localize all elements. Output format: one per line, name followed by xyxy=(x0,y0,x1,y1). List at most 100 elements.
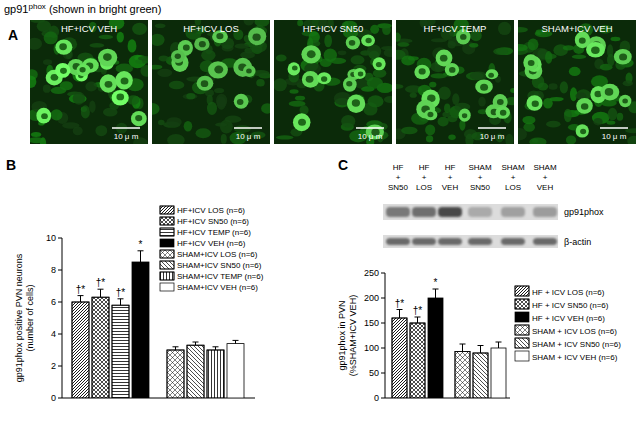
neuropil xyxy=(447,115,457,122)
neuropil xyxy=(570,87,577,101)
bar-hatch xyxy=(92,297,109,398)
neuropil xyxy=(128,39,137,52)
nucleus xyxy=(199,41,206,47)
scale-bar-label: 10 μ m xyxy=(236,132,261,141)
micrograph-bg xyxy=(152,20,270,144)
neuropil xyxy=(545,51,552,64)
legend-swatch xyxy=(515,299,529,309)
lane-label: + xyxy=(478,173,483,182)
nucleus xyxy=(358,72,363,77)
neuropil xyxy=(627,136,636,144)
bar xyxy=(428,298,443,398)
legend-swatch-hatch xyxy=(160,261,174,269)
neuropil xyxy=(338,50,347,55)
legend-label: HF+ICV TEMP (n=6) xyxy=(177,228,251,237)
neuropil xyxy=(324,34,332,47)
neuropil xyxy=(478,97,485,107)
error-bar xyxy=(397,310,403,319)
scale-bar xyxy=(600,127,628,129)
neuropil xyxy=(381,46,392,50)
neuropil xyxy=(452,93,459,105)
neuropil xyxy=(89,43,104,48)
error-cap xyxy=(415,317,421,318)
neuropil xyxy=(85,82,97,92)
nucleus xyxy=(103,53,112,61)
y-tick-label: 4 xyxy=(51,329,56,339)
neuropil xyxy=(608,108,618,121)
micrograph xyxy=(274,20,392,144)
neuropil xyxy=(367,77,383,89)
nucleus xyxy=(376,62,382,67)
annotation: * xyxy=(139,239,143,250)
nucleus xyxy=(60,68,67,74)
neuropil xyxy=(240,51,255,58)
figure: gp91phox (shown in bright green)AHF+ICV … xyxy=(0,0,640,423)
nucleus xyxy=(449,67,455,73)
neuropil xyxy=(426,135,433,142)
neuropil xyxy=(522,116,535,124)
image-label: HF+ICV SN50 xyxy=(303,23,363,34)
neuropil xyxy=(155,24,166,28)
neuropil xyxy=(44,32,58,45)
neuropil xyxy=(95,125,107,136)
neuropil xyxy=(469,43,478,48)
neuropil xyxy=(159,55,169,61)
bar xyxy=(112,305,129,398)
neuropil xyxy=(410,93,417,98)
error-stem xyxy=(462,344,463,352)
error-bar xyxy=(433,289,439,298)
neuropil xyxy=(560,81,568,93)
neuropil xyxy=(215,123,227,127)
neuropil xyxy=(290,89,299,93)
lane-label: + xyxy=(543,173,548,182)
cell xyxy=(526,95,542,111)
nucleus xyxy=(214,66,223,74)
neuropil xyxy=(430,73,446,78)
cell xyxy=(243,65,256,77)
error-bar xyxy=(233,340,239,343)
neuropil xyxy=(563,45,574,50)
neuropil xyxy=(510,88,514,93)
cell xyxy=(373,57,386,70)
legend-label: HF+ICV VEH (n=6) xyxy=(177,239,246,248)
error-bar xyxy=(496,342,502,348)
nucleus xyxy=(306,76,314,83)
lane-label: HF xyxy=(445,163,456,172)
neuropil xyxy=(401,127,417,135)
cell xyxy=(354,68,366,79)
error-bar xyxy=(415,317,421,323)
neuropil xyxy=(167,134,185,144)
neuropil xyxy=(397,42,409,47)
blot-strip xyxy=(383,235,558,248)
cell xyxy=(115,71,133,90)
nucleus xyxy=(346,81,352,86)
lane-label: SHAM xyxy=(468,163,491,172)
lane-label: + xyxy=(511,173,516,182)
bar xyxy=(410,323,425,398)
blot-band xyxy=(438,238,462,245)
y-axis-label: gp91phox in PVN xyxy=(337,300,347,370)
lane-label: SHAM xyxy=(533,163,556,172)
cell xyxy=(495,106,510,119)
title-part: (shown in bright green) xyxy=(46,3,162,15)
bar xyxy=(392,318,407,398)
error-bar xyxy=(138,251,144,262)
bar-hatch xyxy=(167,350,184,398)
nucleus xyxy=(579,38,586,44)
scale-bar xyxy=(478,127,506,129)
bar xyxy=(132,262,149,398)
neuropil xyxy=(98,35,113,39)
legend-swatch xyxy=(515,351,529,361)
scale-bar xyxy=(356,127,384,129)
error-stem xyxy=(80,296,81,302)
scale-bar-label: 10 μ m xyxy=(480,132,505,141)
y-tick-label: 0 xyxy=(51,393,56,403)
y-tick xyxy=(58,398,62,399)
y-axis-label: (%SHAM+ICV VEH) xyxy=(348,295,358,376)
neuropil xyxy=(158,120,165,126)
y-axis xyxy=(385,273,386,398)
neuropil xyxy=(505,134,513,144)
neuropil xyxy=(549,97,563,101)
neuropil xyxy=(370,25,379,34)
legend-label: SHAM+ICV TEMP (n=6) xyxy=(177,272,264,281)
